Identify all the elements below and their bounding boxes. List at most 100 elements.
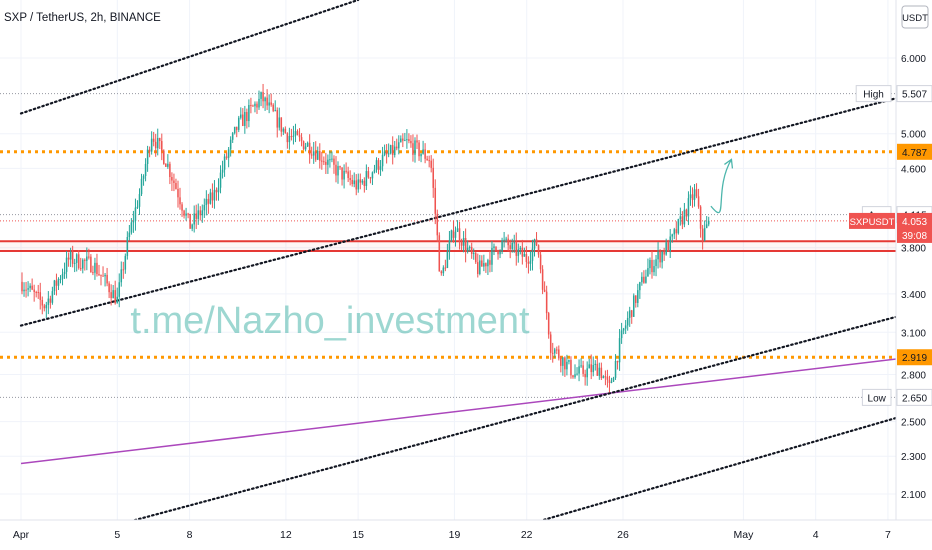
candle-body <box>365 171 368 186</box>
candle-body <box>106 274 108 284</box>
candle-body <box>620 330 623 339</box>
time-tick-label: 26 <box>617 529 629 541</box>
candle-body <box>483 263 485 267</box>
candle-body <box>254 103 256 107</box>
candle-body <box>418 142 420 157</box>
candle-body <box>266 97 268 106</box>
candle-body <box>515 242 518 256</box>
candle-body <box>454 231 457 238</box>
candle-body <box>335 164 337 176</box>
time-tick-label: 12 <box>280 529 292 541</box>
badge-value-box <box>897 143 932 160</box>
candle-body <box>195 213 197 219</box>
candle-body <box>438 235 441 272</box>
candle-body <box>246 112 248 122</box>
time-axis[interactable]: Apr 5 8 12 15 19 22 26 May 4 7 <box>0 519 932 550</box>
candle-body <box>590 364 592 373</box>
channel-line <box>116 311 914 526</box>
candle-body <box>140 178 143 195</box>
candle-body <box>468 247 471 249</box>
candle-body <box>406 139 408 141</box>
candle-body <box>452 230 455 238</box>
candle-body <box>122 269 125 271</box>
candle-body <box>154 141 157 149</box>
candle-body <box>551 352 554 354</box>
candle-body <box>84 259 86 261</box>
price-badge: High 5.507 <box>855 85 932 103</box>
candle-body <box>171 177 173 181</box>
candle-body <box>55 280 58 286</box>
candle-body <box>485 263 487 267</box>
candle-body <box>27 288 29 290</box>
candle-body <box>314 151 317 160</box>
candle-body <box>329 159 331 161</box>
candle-body <box>628 310 631 318</box>
candle-body <box>189 213 191 229</box>
candle-body <box>148 149 151 152</box>
badge-value-box <box>896 85 932 103</box>
candle-body <box>282 128 285 132</box>
candle-body <box>464 238 467 252</box>
candle-body <box>227 149 230 158</box>
candle-body <box>197 210 200 219</box>
candle-body <box>543 289 546 292</box>
badge-label-box <box>861 388 892 406</box>
candle-body <box>560 358 562 366</box>
candle-body <box>203 205 206 211</box>
candle-body <box>389 145 392 154</box>
candle-body <box>608 379 611 383</box>
candle-body <box>481 260 483 267</box>
badge-label-box <box>855 85 892 103</box>
candle-body <box>562 357 564 366</box>
candle-body <box>616 361 619 363</box>
badge-value-box <box>897 349 932 366</box>
channel-line <box>525 412 914 526</box>
candle-body <box>102 275 104 277</box>
candle-body <box>136 206 139 208</box>
candle-body <box>649 260 651 269</box>
time-tick-label: Apr <box>13 529 30 541</box>
candle-body <box>94 262 96 273</box>
price-axis[interactable]: 6.000 5.000 4.600 3.800 3.400 3.100 2.800 2.500… <box>895 0 932 520</box>
price-tick-label: 2.800 <box>901 371 926 382</box>
candle-body <box>165 163 167 167</box>
candle-body <box>134 207 137 222</box>
candle-body <box>357 179 360 190</box>
candle-body <box>231 133 234 140</box>
candle-body <box>112 290 114 299</box>
candle-body <box>237 117 240 130</box>
candle-body <box>568 360 570 362</box>
candle-body <box>549 334 552 353</box>
candle-body <box>47 298 50 305</box>
candle-body <box>539 254 542 270</box>
candle-body <box>424 149 426 159</box>
candle-body <box>292 135 295 137</box>
candle-body <box>574 374 576 378</box>
candle-body <box>163 150 165 164</box>
candle-body <box>100 274 102 276</box>
candle-body <box>304 146 307 150</box>
candle-body <box>59 278 62 280</box>
time-tick-label: 4 <box>813 529 819 541</box>
candle-body <box>683 209 686 225</box>
time-tick-label: 7 <box>885 529 891 541</box>
candle-body <box>592 364 595 373</box>
candle-body <box>535 239 538 246</box>
candle-body <box>391 145 394 155</box>
price-tick-label: 2.500 <box>901 418 926 429</box>
candle-body <box>169 163 171 178</box>
candle-body <box>511 242 513 249</box>
candle-body <box>501 240 503 252</box>
candle-body <box>124 255 127 270</box>
candle-body <box>51 291 54 303</box>
candle-body <box>404 139 406 141</box>
candle-body <box>181 204 183 211</box>
candle-body <box>444 267 447 269</box>
candle-body <box>606 376 609 380</box>
candle-body <box>705 224 708 229</box>
candle-body <box>262 92 264 102</box>
currency-button[interactable]: USDT <box>901 5 929 29</box>
candle-body <box>126 237 129 256</box>
candle-body <box>71 251 74 264</box>
